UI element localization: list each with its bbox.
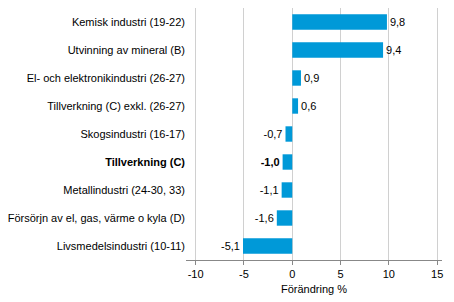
svg-text:Tillverkning (C): Tillverkning (C) — [105, 156, 185, 168]
svg-text:-10: -10 — [188, 268, 204, 280]
svg-text:0,6: 0,6 — [301, 100, 316, 112]
svg-text:Tillverkning (C) exkl. (26-27): Tillverkning (C) exkl. (26-27) — [47, 100, 185, 112]
svg-text:-5: -5 — [239, 268, 249, 280]
svg-text:Försörjn av el, gas, värme o k: Försörjn av el, gas, värme o kyla (D) — [8, 212, 185, 224]
svg-text:Förändring %: Förändring % — [281, 283, 347, 295]
svg-text:15: 15 — [431, 268, 443, 280]
svg-text:Skogsindustri (16-17): Skogsindustri (16-17) — [80, 128, 185, 140]
svg-text:Livsmedelsindustri (10-11): Livsmedelsindustri (10-11) — [57, 240, 185, 252]
svg-text:Utvinning av mineral (B): Utvinning av mineral (B) — [68, 44, 185, 56]
svg-text:-0,7: -0,7 — [264, 128, 283, 140]
svg-text:10: 10 — [383, 268, 395, 280]
svg-text:El- och elektronikindustri (26: El- och elektronikindustri (26-27) — [27, 72, 185, 84]
svg-text:9,8: 9,8 — [390, 16, 405, 28]
svg-text:5: 5 — [338, 268, 344, 280]
svg-text:-1,6: -1,6 — [255, 212, 274, 224]
svg-text:9,4: 9,4 — [386, 44, 401, 56]
svg-text:-5,1: -5,1 — [221, 240, 240, 252]
svg-text:-1,1: -1,1 — [260, 184, 279, 196]
svg-text:Metallindustri (24-30, 33): Metallindustri (24-30, 33) — [63, 184, 185, 196]
svg-text:0: 0 — [289, 268, 295, 280]
svg-text:Kemisk industri (19-22): Kemisk industri (19-22) — [72, 16, 185, 28]
svg-text:0,9: 0,9 — [304, 72, 319, 84]
svg-text:-1,0: -1,0 — [261, 156, 280, 168]
